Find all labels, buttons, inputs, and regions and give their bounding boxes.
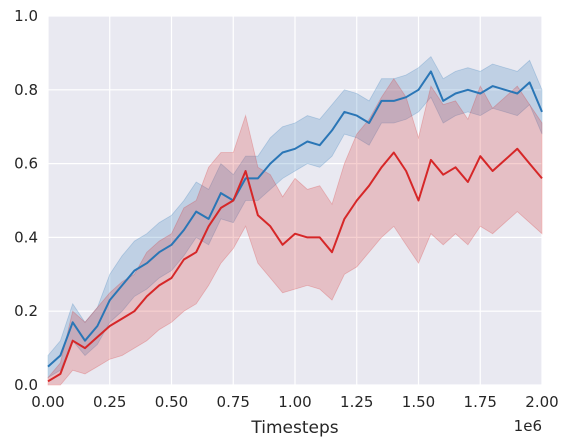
y-tick-label: 0.4	[14, 228, 38, 246]
series-2-band	[47, 77, 543, 386]
x-tick-label: 1.50	[402, 393, 435, 411]
series-lines	[47, 70, 543, 383]
y-tick-label: 0.8	[14, 81, 38, 99]
y-tick-label: 0.2	[14, 302, 38, 320]
series-2-line	[47, 147, 543, 383]
x-tick-label: 0.25	[93, 393, 126, 411]
series-1-band	[47, 55, 543, 379]
y-tick-labels: 0.0 0.2 0.4 0.6 0.8 1.0	[14, 7, 38, 394]
x-tick-label: 2.00	[525, 393, 558, 411]
y-tick-label: 0.6	[14, 155, 38, 173]
x-tick-label: 0.75	[217, 393, 250, 411]
x-axis-label: Timesteps	[250, 418, 338, 438]
x-tick-label: 0.00	[31, 393, 64, 411]
grid	[47, 15, 543, 386]
x-axis-offset-label: 1e6	[514, 417, 542, 435]
series-1-line	[47, 70, 543, 368]
x-tick-label: 1.00	[278, 393, 311, 411]
x-tick-label: 1.75	[464, 393, 497, 411]
x-tick-label: 1.25	[340, 393, 373, 411]
y-tick-label: 1.0	[14, 7, 38, 25]
x-tick-labels: 0.00 0.25 0.50 0.75 1.00 1.25 1.50 1.75 2.00	[31, 393, 558, 411]
x-tick-label: 0.50	[155, 393, 188, 411]
confidence-bands	[47, 55, 543, 386]
y-tick-label: 0.0	[14, 376, 38, 394]
